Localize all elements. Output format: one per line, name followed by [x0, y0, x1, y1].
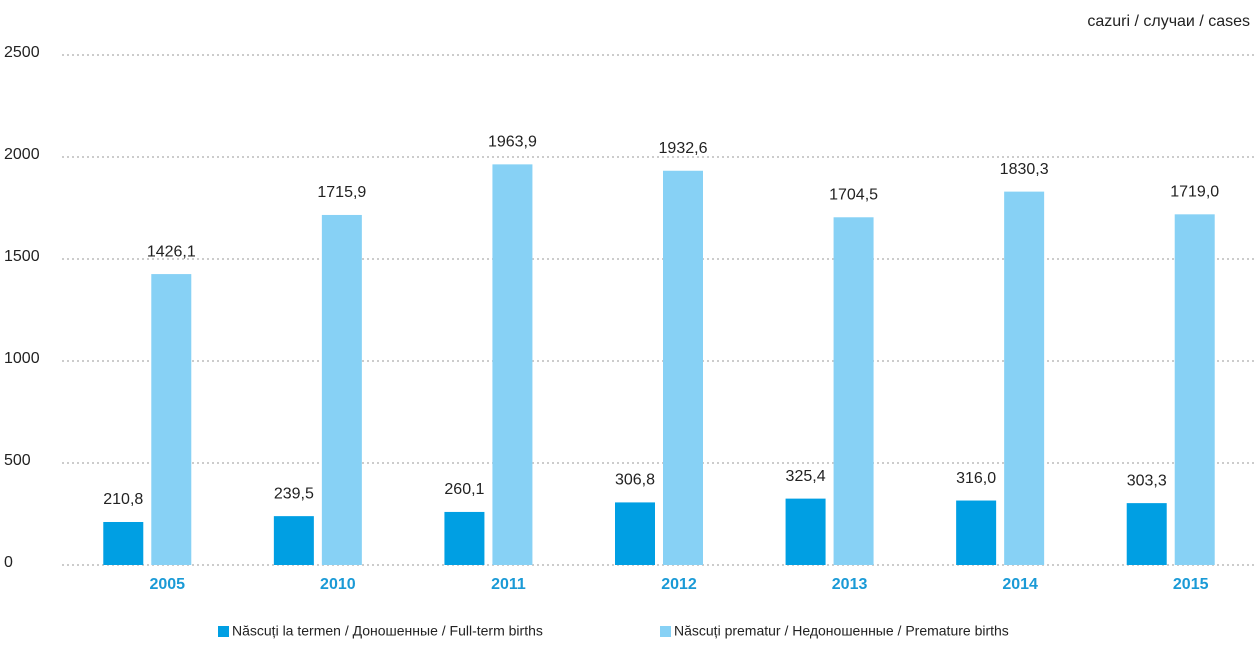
bar — [833, 217, 874, 566]
bar — [151, 274, 192, 565]
value-label: 316,0 — [956, 470, 996, 487]
x-tick-label: 2013 — [832, 576, 868, 593]
value-label: 1932,6 — [659, 140, 708, 157]
value-label: 210,8 — [103, 491, 143, 508]
bar — [1174, 214, 1215, 565]
value-label: 306,8 — [615, 472, 655, 489]
y-tick-label: 2500 — [4, 44, 40, 61]
bar — [492, 164, 533, 566]
legend-swatch — [660, 626, 671, 637]
bar — [956, 500, 997, 565]
x-tick-label: 2010 — [320, 576, 356, 593]
bar — [785, 498, 826, 565]
bar — [103, 521, 144, 565]
bar — [1126, 503, 1167, 565]
value-label: 1715,9 — [317, 184, 366, 201]
y-tick-label: 0 — [4, 554, 13, 571]
value-label: 260,1 — [444, 481, 484, 498]
y-tick-label: 1500 — [4, 248, 40, 265]
x-tick-label: 2012 — [661, 576, 697, 593]
value-label: 1963,9 — [488, 134, 537, 151]
legend-label: Născuți prematur / Недоношенные / Premat… — [674, 623, 1009, 639]
value-label: 1830,3 — [1000, 161, 1049, 178]
x-tick-label: 2005 — [149, 576, 185, 593]
value-label: 325,4 — [786, 468, 826, 485]
bar — [615, 502, 655, 565]
bar — [273, 516, 314, 565]
legend-label: Născuți la termen / Доношенные / Full-te… — [232, 623, 543, 639]
bar — [321, 214, 362, 565]
y-tick-label: 2000 — [4, 146, 40, 163]
bar — [1004, 191, 1045, 565]
value-label: 303,3 — [1127, 472, 1167, 489]
value-label: 1719,0 — [1170, 184, 1219, 201]
x-tick-label: 2011 — [491, 576, 526, 593]
legend-swatch — [218, 626, 229, 637]
y-tick-label: 500 — [4, 452, 31, 469]
x-tick-label: 2014 — [1002, 576, 1038, 593]
bar — [663, 170, 703, 565]
value-label: 239,5 — [274, 485, 314, 502]
y-tick-label: 1000 — [4, 350, 40, 367]
bar — [444, 511, 485, 565]
value-label: 1426,1 — [147, 243, 196, 260]
x-tick-label: 2015 — [1173, 576, 1209, 593]
value-label: 1704,5 — [829, 187, 878, 204]
unit-label: cazuri / случаи / cases — [1087, 13, 1250, 30]
